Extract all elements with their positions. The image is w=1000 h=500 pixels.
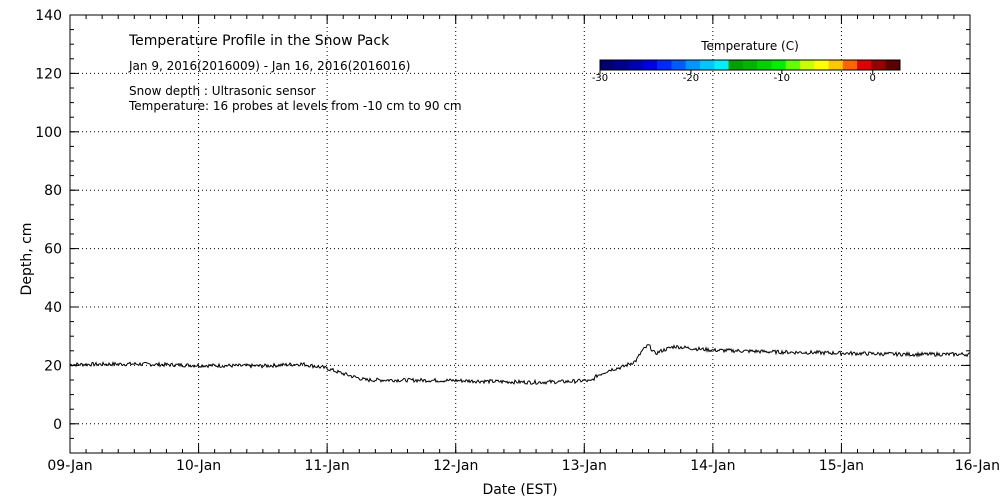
colorbar-cell bbox=[642, 60, 658, 70]
grid-lines bbox=[69, 14, 971, 453]
colorbar-cell bbox=[742, 60, 758, 70]
colorbar-cell bbox=[842, 60, 858, 70]
colorbar-cell bbox=[714, 60, 730, 70]
x-tick-label: 12-Jan bbox=[433, 458, 478, 474]
colorbar-cells bbox=[600, 60, 901, 70]
colorbar-title: Temperature (C) bbox=[700, 39, 799, 53]
colorbar-cell bbox=[700, 60, 715, 70]
note-temperature: Temperature: 16 probes at levels from -1… bbox=[128, 99, 462, 113]
y-tick-label: 40 bbox=[44, 300, 62, 316]
series-layer bbox=[69, 344, 971, 385]
colorbar-cell bbox=[614, 60, 630, 70]
colorbar-ticks: -30 -20 -10 0 bbox=[592, 70, 876, 84]
colorbar-tick-label: -30 bbox=[592, 73, 608, 84]
chart-title: Temperature Profile in the Snow Pack bbox=[128, 33, 390, 49]
y-axis-label: Depth, cm bbox=[19, 223, 35, 296]
colorbar-cell bbox=[785, 60, 801, 70]
colorbar-cell bbox=[728, 60, 744, 70]
colorbar-cell bbox=[857, 60, 872, 70]
colorbar-cell bbox=[814, 60, 830, 70]
colorbar-tick-label: -20 bbox=[683, 73, 699, 84]
x-tick-label: 14-Jan bbox=[690, 458, 735, 474]
colorbar-cell bbox=[828, 60, 844, 70]
y-tick-label: 120 bbox=[35, 66, 62, 82]
note-snow-depth: Snow depth : Ultrasonic sensor bbox=[129, 84, 316, 98]
x-tick-label: 15-Jan bbox=[819, 458, 864, 474]
y-tick-label: 20 bbox=[44, 358, 62, 374]
colorbar-tick-label: -10 bbox=[774, 73, 790, 84]
chart-subtitle: Jan 9, 2016(2016009) - Jan 16, 2016(2016… bbox=[128, 59, 410, 73]
y-tick-label: 60 bbox=[44, 242, 62, 258]
x-tick-label: 09-Jan bbox=[47, 458, 92, 474]
colorbar-tick-label: 0 bbox=[870, 73, 876, 84]
x-tick-label: 10-Jan bbox=[176, 458, 221, 474]
major-ticks bbox=[69, 14, 971, 453]
y-tick-label: 140 bbox=[35, 8, 62, 24]
x-tick-label: 11-Jan bbox=[305, 458, 350, 474]
colorbar-cell bbox=[800, 60, 815, 70]
x-tick-label: 16-Jan bbox=[955, 458, 1000, 474]
temperature-colorbar: Temperature (C) -30 -20 -10 0 bbox=[592, 39, 901, 84]
y-tick-label: 80 bbox=[44, 183, 62, 199]
colorbar-cell bbox=[685, 60, 701, 70]
colorbar-cell bbox=[628, 60, 644, 70]
colorbar-frame bbox=[599, 59, 901, 71]
series-line-snow-depth bbox=[69, 344, 971, 385]
colorbar-cell bbox=[600, 60, 615, 70]
y-tick-label: 0 bbox=[53, 417, 62, 433]
x-tick-label: 13-Jan bbox=[562, 458, 607, 474]
minor-ticks bbox=[69, 14, 971, 454]
y-tick-labels: 0 20 40 60 80 100 120 140 bbox=[35, 8, 62, 433]
x-axis-label: Date (EST) bbox=[482, 482, 557, 498]
colorbar-cell bbox=[871, 60, 887, 70]
colorbar-cell bbox=[757, 60, 772, 70]
plot-frame bbox=[69, 14, 971, 454]
colorbar-cell bbox=[671, 60, 687, 70]
colorbar-cell bbox=[771, 60, 787, 70]
y-tick-label: 100 bbox=[35, 125, 62, 141]
colorbar-cell bbox=[657, 60, 672, 70]
colorbar-cell bbox=[885, 60, 901, 70]
x-tick-labels: 09-Jan 10-Jan 11-Jan 12-Jan 13-Jan 14-Jan 15-J… bbox=[47, 458, 1000, 474]
